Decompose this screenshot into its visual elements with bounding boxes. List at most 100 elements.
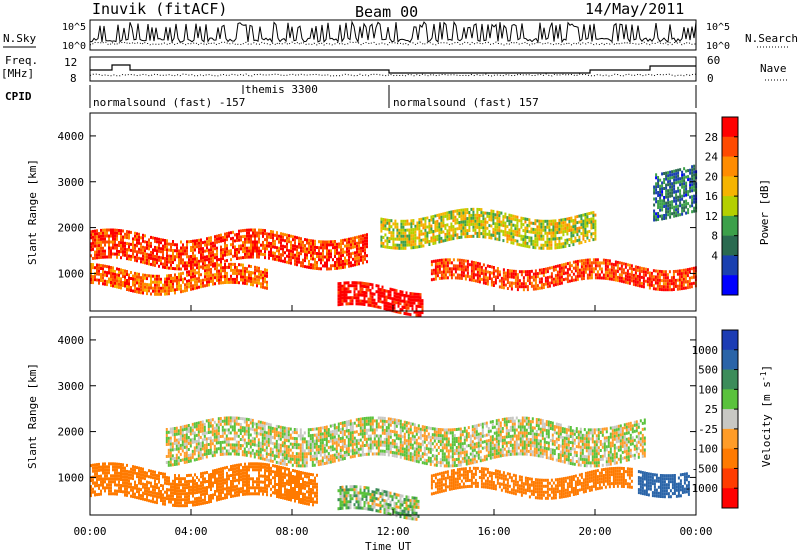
data-cell <box>574 224 577 228</box>
data-cell <box>310 497 312 500</box>
data-cell <box>620 261 623 265</box>
data-cell <box>422 232 425 236</box>
data-cell <box>246 483 248 487</box>
data-cell <box>375 305 378 309</box>
data-cell <box>648 274 651 278</box>
data-cell <box>209 439 212 443</box>
data-cell <box>622 277 625 281</box>
data-cell <box>162 487 164 491</box>
data-cell <box>206 471 208 474</box>
data-cell <box>661 181 664 185</box>
data-cell <box>186 288 188 292</box>
data-cell <box>348 264 350 268</box>
data-cell <box>254 486 256 490</box>
data-cell <box>403 294 406 297</box>
data-cell <box>234 248 236 252</box>
data-cell <box>572 260 575 264</box>
data-cell <box>102 240 104 244</box>
data-cell <box>216 477 218 481</box>
data-cell <box>526 270 529 274</box>
data-cell <box>544 270 547 274</box>
data-cell <box>254 280 256 284</box>
data-cell <box>108 237 110 241</box>
data-cell <box>389 308 392 312</box>
data-cell <box>104 237 106 241</box>
data-cell <box>572 243 575 247</box>
data-cell <box>671 200 674 204</box>
data-cell <box>464 235 467 239</box>
data-cell <box>190 246 192 249</box>
data-cell <box>508 272 511 276</box>
data-cell <box>94 253 96 257</box>
data-cell <box>528 218 531 222</box>
data-cell <box>347 290 350 294</box>
data-cell <box>546 219 549 223</box>
data-cell <box>682 268 685 272</box>
data-cell <box>584 270 587 274</box>
data-cell <box>250 283 252 286</box>
data-cell <box>677 180 680 184</box>
data-cell <box>624 271 627 275</box>
data-cell <box>203 449 206 453</box>
data-cell <box>683 188 686 192</box>
data-cell <box>166 280 168 284</box>
data-cell <box>566 241 569 245</box>
data-cell <box>264 250 266 254</box>
data-cell <box>466 262 469 266</box>
data-cell <box>418 245 421 249</box>
data-cell <box>272 236 274 240</box>
data-cell <box>226 465 228 469</box>
data-cell <box>146 474 148 478</box>
data-cell <box>669 212 672 216</box>
data-cell <box>242 263 244 267</box>
data-cell <box>288 252 290 256</box>
data-cell <box>274 242 276 246</box>
data-cell <box>528 270 531 273</box>
data-cell <box>224 241 226 245</box>
data-cell <box>432 271 435 275</box>
data-cell <box>165 440 168 443</box>
data-cell <box>154 280 156 284</box>
data-cell <box>193 437 196 441</box>
data-cell <box>393 300 396 304</box>
data-cell <box>454 221 457 225</box>
data-cell <box>250 234 252 238</box>
data-cell <box>470 207 473 211</box>
data-cell <box>199 444 202 448</box>
data-cell <box>452 264 455 268</box>
data-cell <box>346 238 348 242</box>
data-cell <box>360 240 362 244</box>
data-cell <box>278 483 280 487</box>
data-cell <box>536 231 539 235</box>
data-cell <box>170 277 172 280</box>
data-cell <box>100 240 102 244</box>
data-cell <box>661 172 664 176</box>
data-cell <box>220 239 222 243</box>
data-cell <box>164 248 166 251</box>
data-cell <box>146 483 148 487</box>
data-cell <box>340 257 342 261</box>
data-cell <box>206 283 208 287</box>
data-cell <box>454 264 457 268</box>
data-cell <box>657 179 660 182</box>
data-cell <box>404 219 407 223</box>
data-cell <box>184 498 186 502</box>
data-cell <box>214 276 216 280</box>
data-cell <box>669 176 672 180</box>
data-cell <box>524 238 527 242</box>
data-cell <box>248 252 250 256</box>
data-cell <box>126 285 128 288</box>
data-cell <box>152 260 154 264</box>
data-cell <box>308 244 310 248</box>
data-cell <box>136 259 138 263</box>
data-cell <box>654 281 657 285</box>
data-cell <box>94 475 96 479</box>
data-cell <box>548 266 551 270</box>
data-cell <box>683 194 686 198</box>
data-cell <box>568 273 571 277</box>
data-cell <box>486 276 489 280</box>
data-cell <box>280 496 282 499</box>
data-cell <box>687 190 690 194</box>
data-cell <box>288 255 290 259</box>
data-cell <box>672 270 675 273</box>
